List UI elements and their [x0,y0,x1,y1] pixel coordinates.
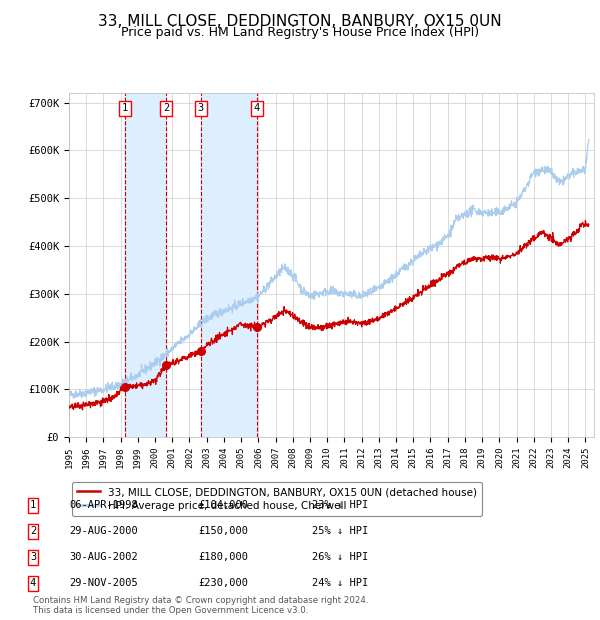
Text: 24% ↓ HPI: 24% ↓ HPI [312,578,368,588]
Text: £150,000: £150,000 [198,526,248,536]
Text: 3: 3 [30,552,36,562]
Text: 2: 2 [30,526,36,536]
Text: 1: 1 [30,500,36,510]
Text: 4: 4 [30,578,36,588]
Text: 30-AUG-2002: 30-AUG-2002 [69,552,138,562]
Text: 1: 1 [122,104,128,113]
Bar [125,93,166,437]
Text: 23% ↓ HPI: 23% ↓ HPI [312,500,368,510]
Text: 25% ↓ HPI: 25% ↓ HPI [312,526,368,536]
Text: £180,000: £180,000 [198,552,248,562]
Text: 06-APR-1998: 06-APR-1998 [69,500,138,510]
Text: 26% ↓ HPI: 26% ↓ HPI [312,552,368,562]
Text: 2: 2 [163,104,170,113]
Text: 33, MILL CLOSE, DEDDINGTON, BANBURY, OX15 0UN: 33, MILL CLOSE, DEDDINGTON, BANBURY, OX1… [98,14,502,29]
Text: £230,000: £230,000 [198,578,248,588]
Legend: 33, MILL CLOSE, DEDDINGTON, BANBURY, OX15 0UN (detached house), HPI: Average pri: 33, MILL CLOSE, DEDDINGTON, BANBURY, OX1… [71,482,482,516]
Text: Price paid vs. HM Land Registry's House Price Index (HPI): Price paid vs. HM Land Registry's House … [121,26,479,39]
Text: 3: 3 [198,104,204,113]
Text: Contains HM Land Registry data © Crown copyright and database right 2024.
This d: Contains HM Land Registry data © Crown c… [33,596,368,615]
Text: 4: 4 [254,104,260,113]
Text: 29-NOV-2005: 29-NOV-2005 [69,578,138,588]
Text: 29-AUG-2000: 29-AUG-2000 [69,526,138,536]
Bar [201,93,257,437]
Text: £104,000: £104,000 [198,500,248,510]
